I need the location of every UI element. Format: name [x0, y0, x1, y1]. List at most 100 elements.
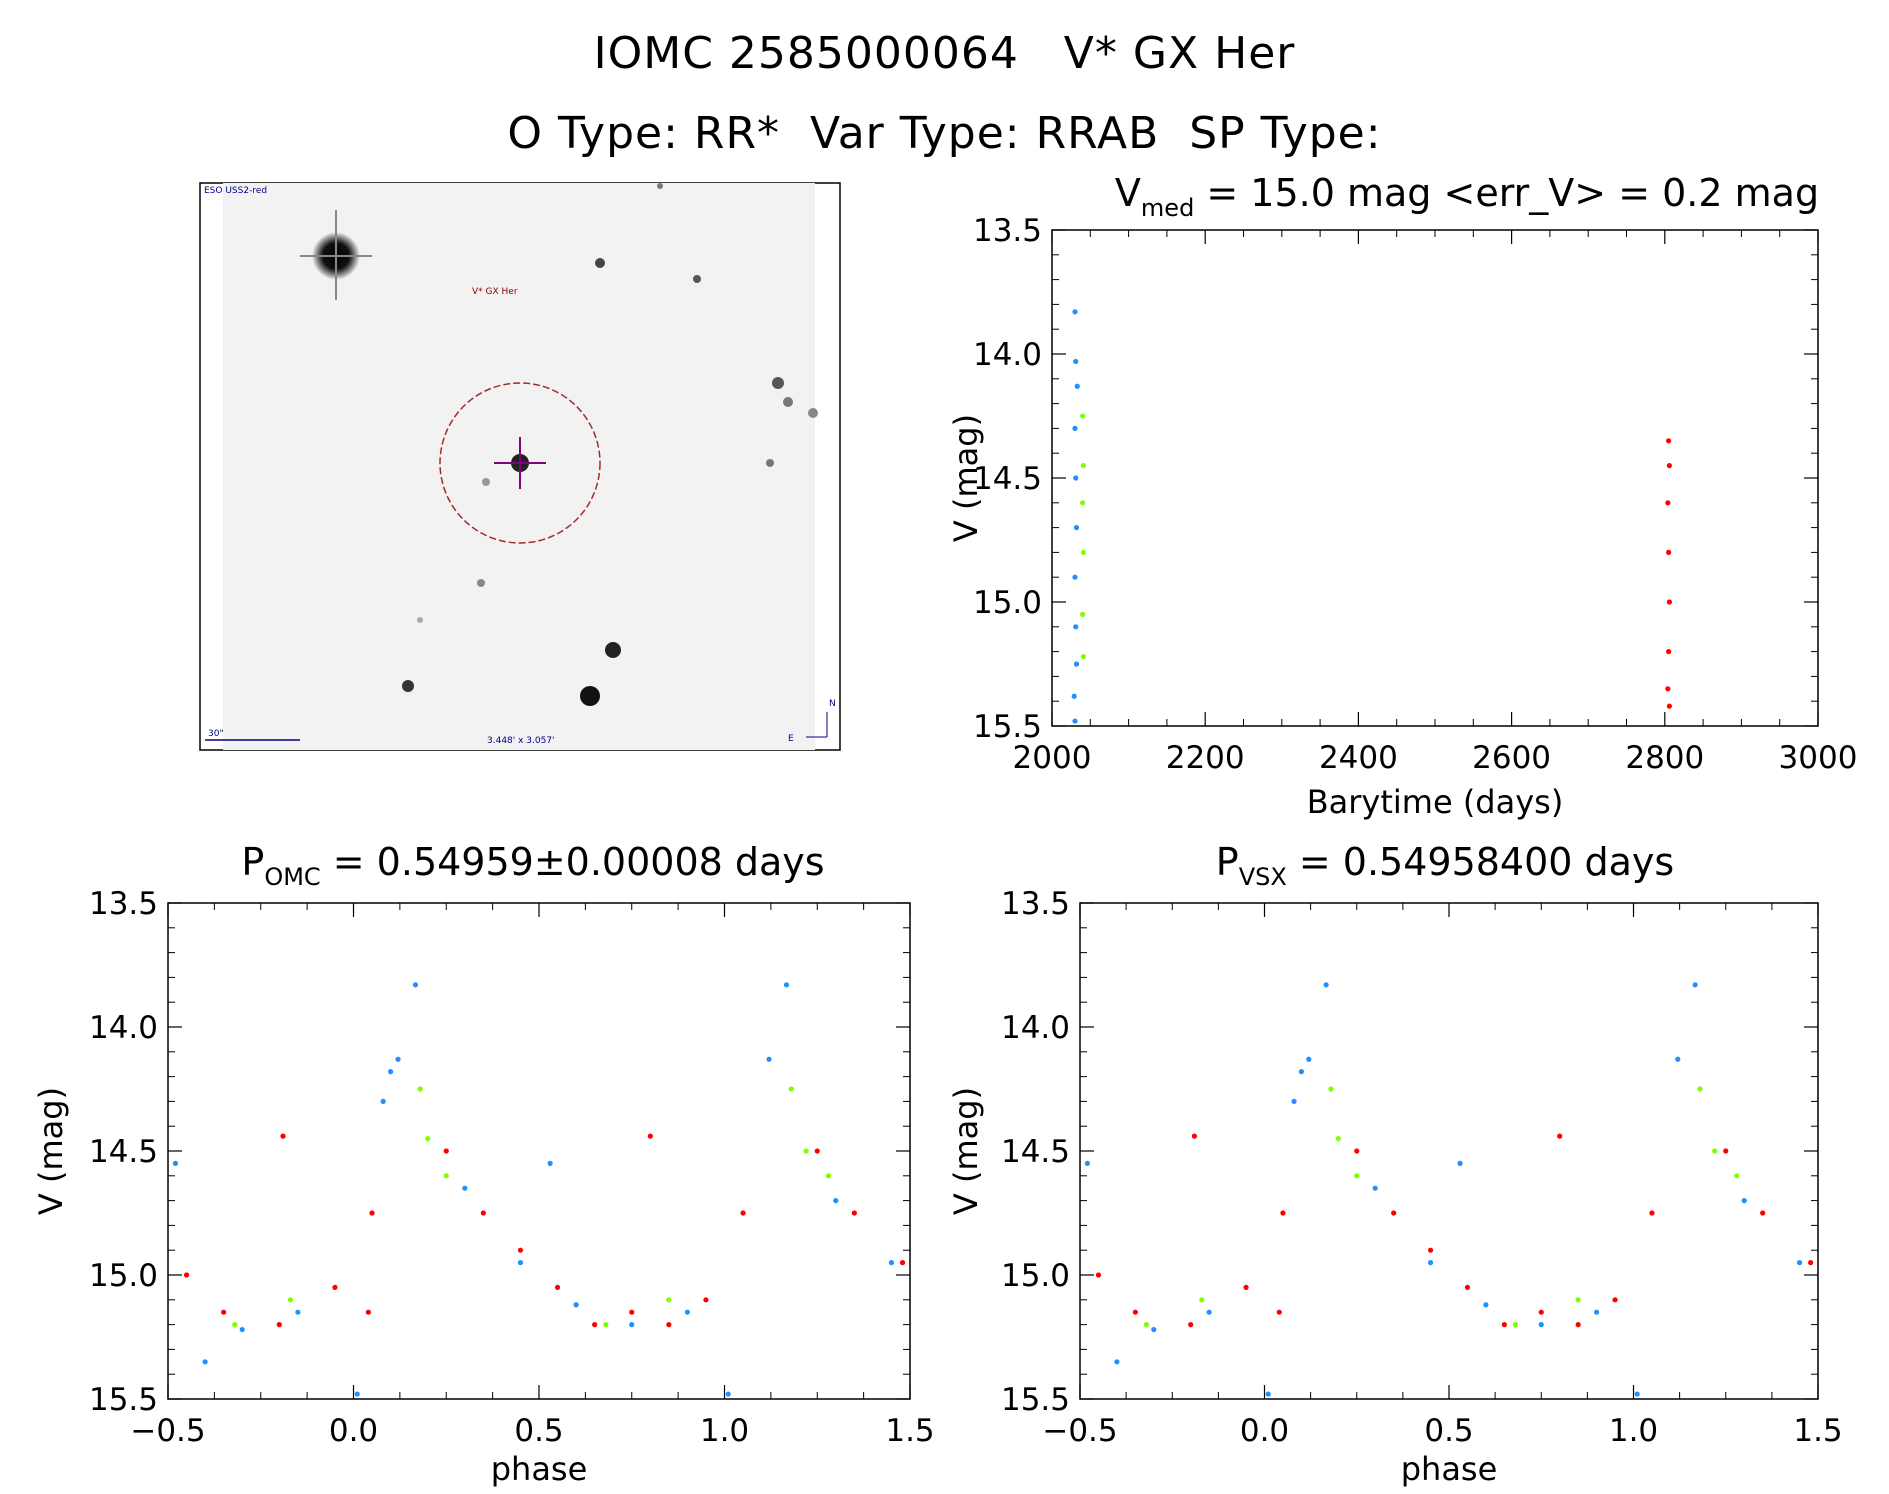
x-tick-label: 0.0 — [329, 1413, 378, 1449]
y-tick-label: 13.5 — [89, 886, 158, 922]
data-point-red — [851, 1210, 857, 1216]
phase-vsx-xlabel: phase — [1401, 1450, 1498, 1488]
phase-vsx-ticks: −0.5 0.0 0.5 1.0 1.5 13.5 14.0 14.5 15.0 15.5 — [1001, 886, 1843, 1449]
data-point-red — [276, 1322, 282, 1328]
target-circle — [439, 382, 601, 544]
data-point-red — [629, 1309, 635, 1315]
data-point-blue — [1457, 1160, 1463, 1166]
star — [772, 377, 784, 389]
y-tick-label: 14.5 — [89, 1134, 158, 1170]
data-point-green — [1199, 1297, 1205, 1303]
data-point-blue — [1483, 1302, 1489, 1308]
data-point-red — [1666, 703, 1672, 709]
data-point-green — [1354, 1173, 1360, 1179]
data-point-blue — [1072, 425, 1078, 431]
survey-label: ESO USS2-red — [204, 186, 267, 196]
title-subscript: OMC — [264, 863, 320, 891]
x-tick-label: 2000 — [1013, 740, 1092, 776]
x-tick-label: 1.0 — [700, 1413, 749, 1449]
x-tick-label: −0.5 — [130, 1413, 205, 1449]
data-point-blue — [888, 1260, 895, 1266]
star — [595, 258, 605, 268]
data-point-green — [1335, 1136, 1341, 1142]
data-point-red — [1666, 463, 1672, 469]
finder-image: ESO USS2-red V* GX Her 30" 3.448' x 3.05… — [199, 182, 841, 751]
star — [477, 579, 485, 587]
phase-vsx-plot: PVSX = 0.54958400 days −0.5 0.0 0.5 1.0 1.5 1… — [947, 840, 1843, 1488]
star — [482, 478, 490, 486]
y-tick-label: 14.0 — [89, 1010, 158, 1046]
data-point-green — [825, 1173, 831, 1179]
data-point-red — [365, 1309, 371, 1315]
lightcurve-plot: Vmed = 15.0 mag <err_V> = 0.2 mag 2000 22… — [947, 171, 1857, 821]
phase-omc-title: POMC = 0.54959±0.00008 days — [241, 840, 824, 891]
x-tick-label: 2400 — [1319, 740, 1398, 776]
data-point-green — [1080, 463, 1087, 469]
figure-title-line1: IOMC 2585000064 V* GX Her — [593, 28, 1296, 79]
data-point-red — [1666, 549, 1672, 556]
data-point-red — [1723, 1148, 1729, 1154]
data-point-green — [417, 1086, 423, 1092]
lightcurve-ylabel: V (mag) — [947, 414, 985, 542]
data-point-blue — [783, 982, 790, 988]
data-point-red — [1666, 649, 1672, 655]
x-tick-label: 1.0 — [1609, 1413, 1658, 1449]
data-point-red — [814, 1148, 820, 1154]
data-point-red — [1665, 686, 1671, 692]
data-point-red — [1095, 1272, 1102, 1278]
x-tick-label: 3000 — [1779, 740, 1858, 776]
y-tick-label: 14.5 — [973, 461, 1042, 497]
data-point-blue — [1072, 718, 1078, 724]
star — [693, 275, 701, 283]
data-point-blue — [1323, 982, 1329, 988]
data-point-blue — [1372, 1185, 1378, 1191]
data-point-blue — [684, 1309, 691, 1315]
star — [808, 408, 818, 418]
data-point-red — [221, 1309, 227, 1315]
data-point-red — [1666, 438, 1672, 444]
data-point-blue — [629, 1322, 635, 1328]
y-tick-label: 13.5 — [1001, 886, 1070, 922]
y-tick-label: 14.5 — [1001, 1134, 1070, 1170]
data-point-blue — [547, 1160, 553, 1166]
title-text: = 0.54958400 days — [1287, 840, 1674, 884]
compass-n-label: N — [829, 699, 836, 709]
title-symbol: V — [1115, 171, 1141, 215]
title-text: = 0.54959±0.00008 days — [321, 840, 825, 884]
data-point-red — [1760, 1210, 1766, 1216]
y-tick-label: 13.5 — [973, 213, 1042, 249]
data-point-red — [554, 1284, 561, 1290]
x-tick-label: 2800 — [1625, 740, 1704, 776]
data-point-green — [1734, 1173, 1740, 1179]
title-subscript: med — [1141, 194, 1194, 222]
phase-vsx-ylabel: V (mag) — [947, 1087, 985, 1215]
data-point-blue — [725, 1391, 731, 1397]
data-point-red — [1557, 1133, 1563, 1139]
data-point-green — [1080, 611, 1086, 618]
data-point-blue — [395, 1056, 401, 1062]
lightcurve-ticks: 2000 2200 2400 2600 2800 3000 13.5 14.0 14.5 15.0… — [973, 213, 1857, 776]
data-point-blue — [1594, 1309, 1600, 1315]
data-point-red — [1276, 1309, 1282, 1315]
data-point-red — [332, 1284, 338, 1290]
star — [783, 397, 793, 407]
data-point-blue — [1634, 1391, 1640, 1397]
data-point-red — [899, 1260, 906, 1266]
title-subscript: VSX — [1239, 863, 1287, 891]
data-point-blue — [380, 1098, 386, 1104]
data-point-blue — [766, 1056, 772, 1062]
data-point-red — [1612, 1297, 1618, 1303]
data-point-red — [443, 1148, 449, 1154]
y-tick-label: 15.5 — [1001, 1382, 1070, 1418]
data-point-green — [803, 1148, 809, 1154]
data-point-blue — [1298, 1069, 1304, 1075]
title-symbol: P — [241, 840, 264, 884]
data-point-green — [603, 1322, 609, 1328]
data-point-green — [425, 1136, 431, 1142]
data-point-green — [1712, 1148, 1718, 1154]
data-point-red — [1464, 1284, 1471, 1290]
data-point-blue — [1073, 661, 1080, 667]
phase-omc-ticks: −0.5 0.0 0.5 1.0 1.5 13.5 14.0 14.5 15.0 15.5 — [89, 886, 935, 1449]
data-point-green — [788, 1086, 794, 1092]
data-point-red — [1191, 1133, 1197, 1139]
